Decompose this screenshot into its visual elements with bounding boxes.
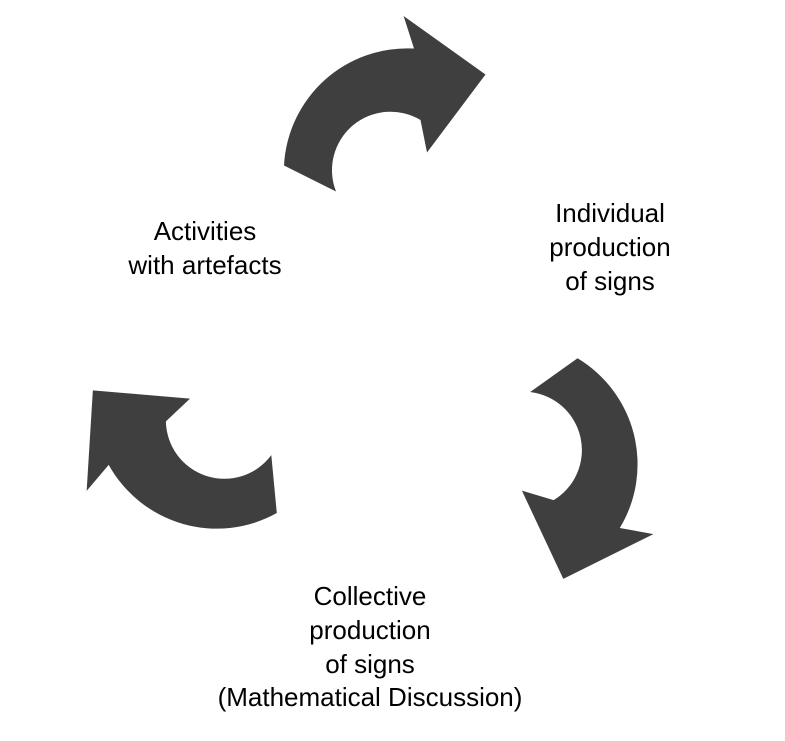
cycle-arrow-top [245, 0, 505, 250]
cycle-arrow-left [60, 330, 320, 590]
node-label-collective: Collective production of signs (Mathemat… [180, 580, 560, 715]
node-label-individual: Individual production of signs [510, 197, 710, 298]
cycle-arrow-right [445, 330, 705, 590]
